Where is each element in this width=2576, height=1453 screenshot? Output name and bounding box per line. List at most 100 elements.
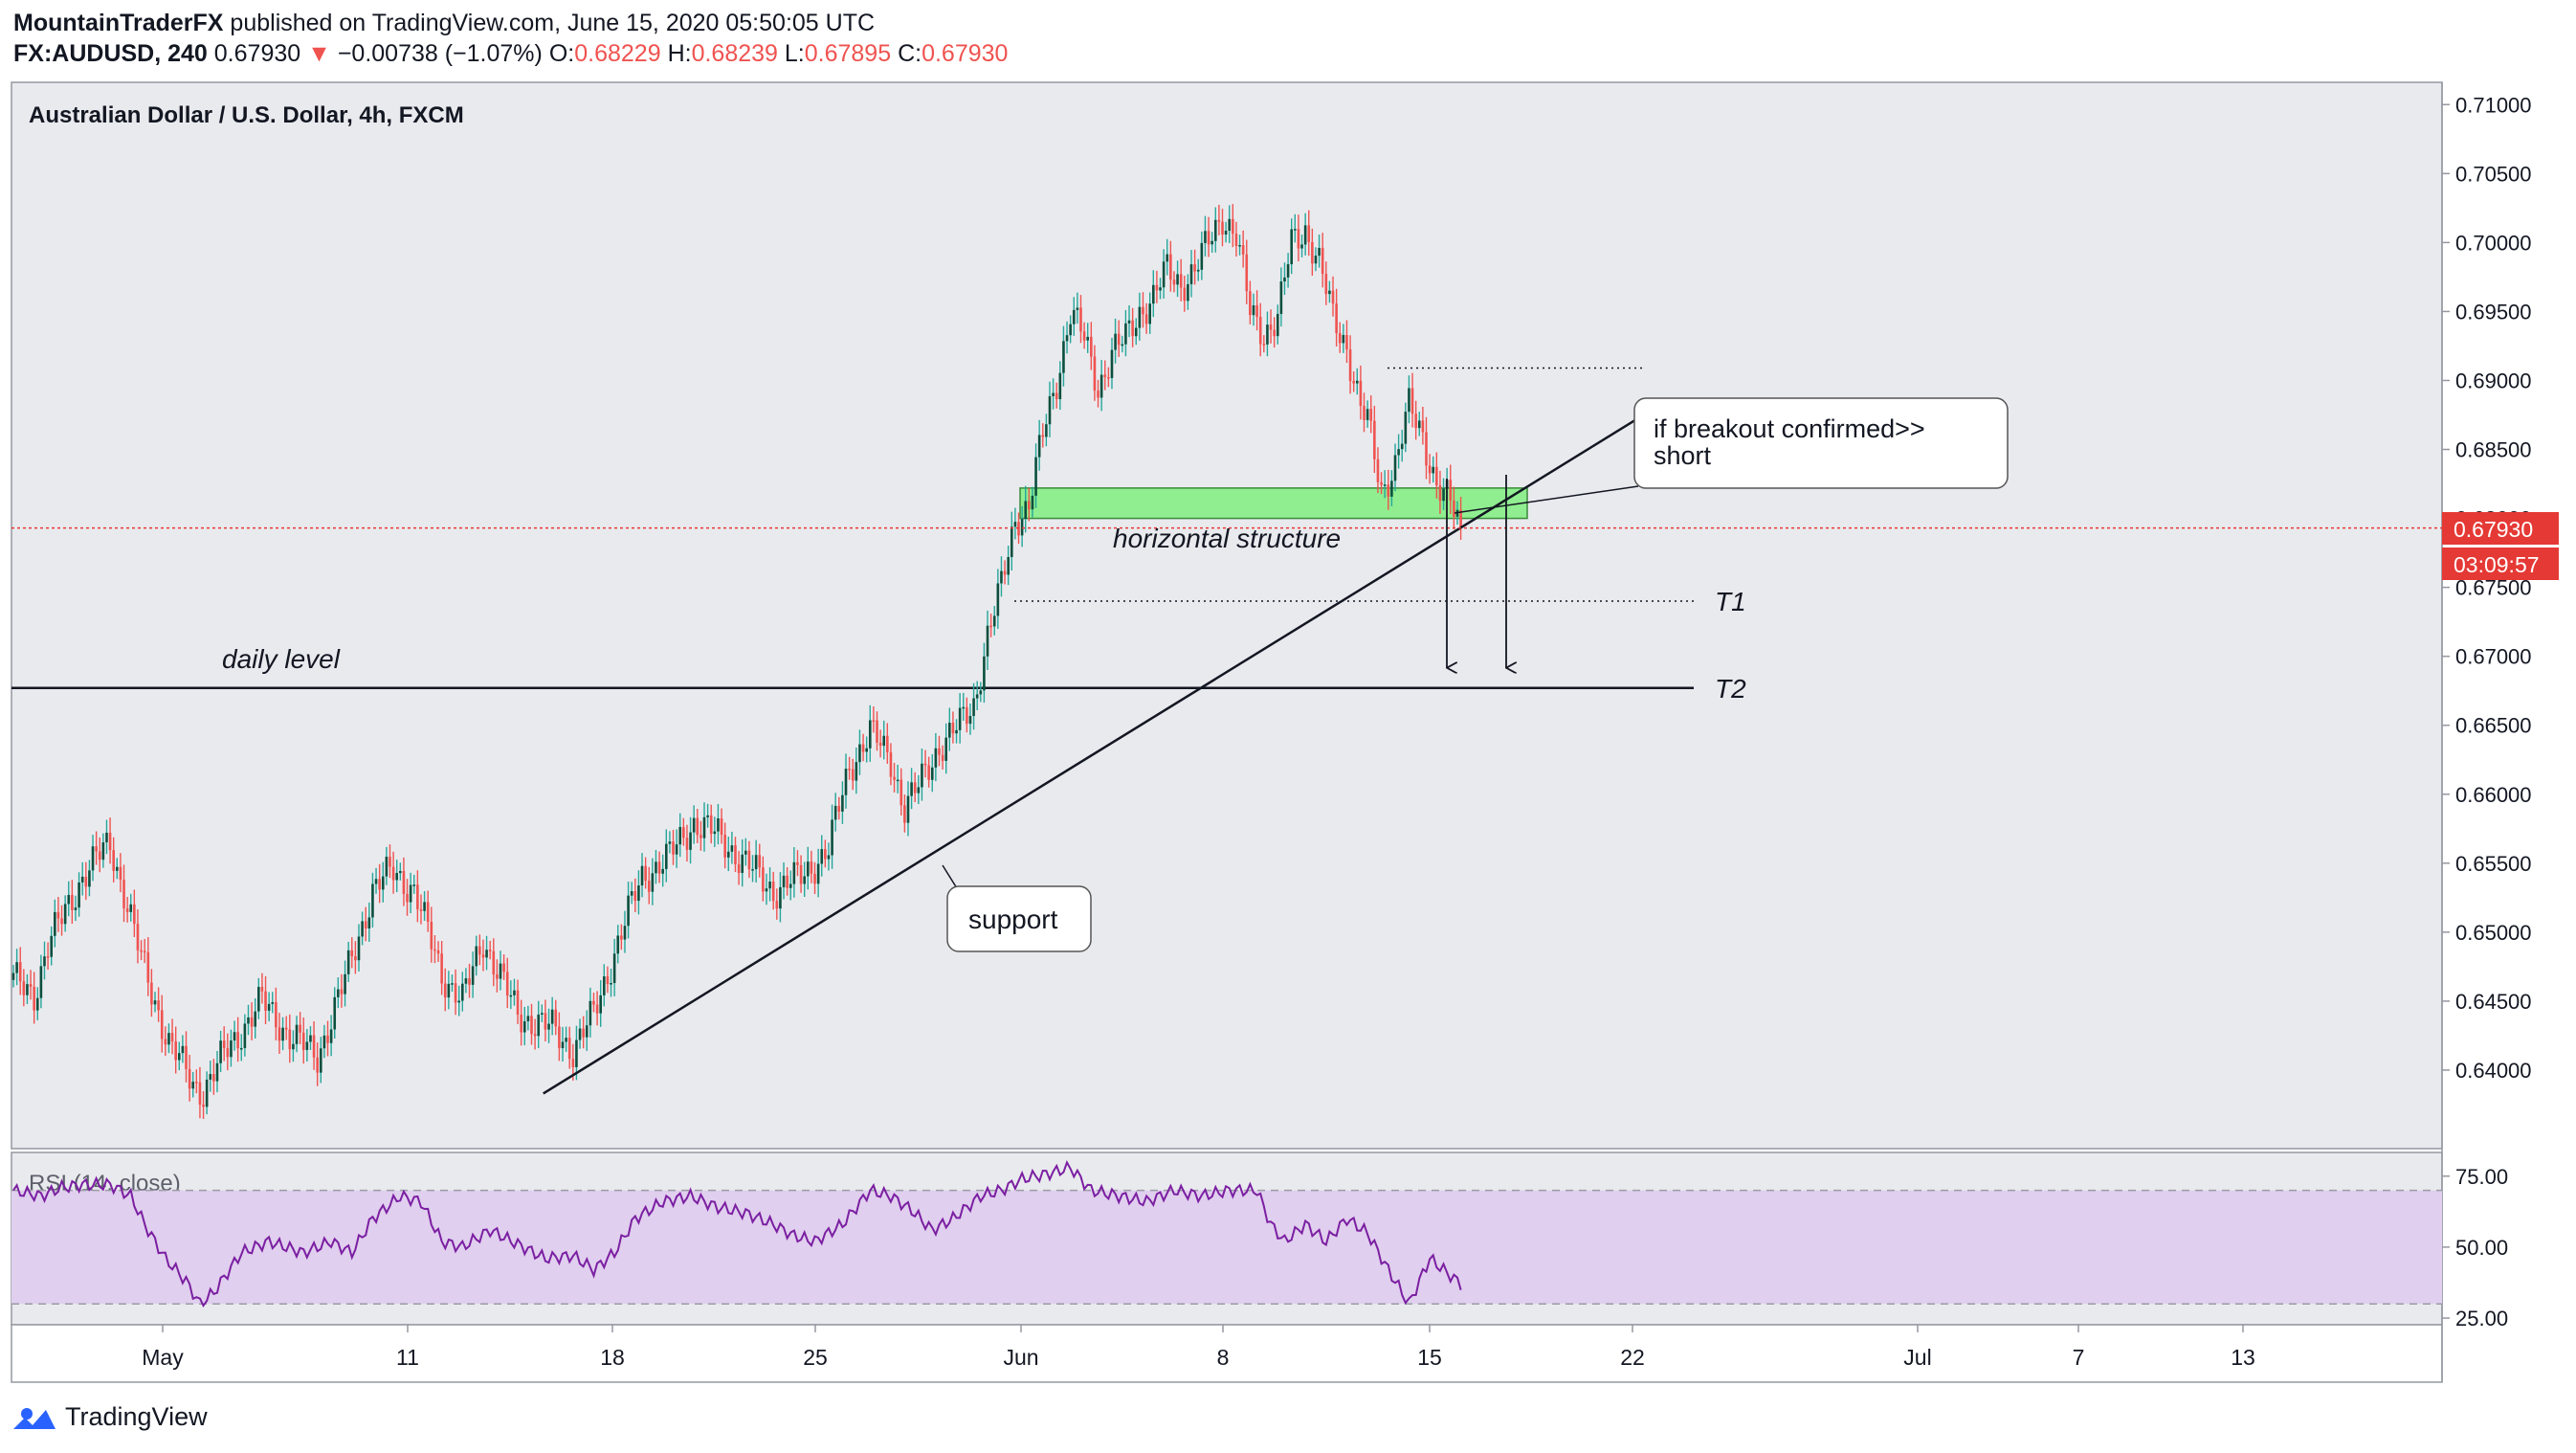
rsi-axis[interactable]: 75.00 50.00 25.00 bbox=[2442, 1165, 2508, 1330]
candle-body bbox=[1262, 344, 1266, 346]
candle-body bbox=[312, 1035, 316, 1058]
candle-body bbox=[488, 950, 492, 951]
candle-body bbox=[1286, 264, 1290, 278]
candle-body bbox=[1224, 231, 1228, 235]
current-price-badge bbox=[2442, 512, 2559, 545]
candle-body bbox=[1000, 570, 1003, 584]
candle-body bbox=[475, 946, 478, 967]
candle-body bbox=[278, 1027, 281, 1041]
candle-body bbox=[1144, 314, 1148, 324]
candle-body bbox=[1013, 522, 1017, 527]
candle-body bbox=[357, 936, 361, 961]
candle-body bbox=[219, 1040, 222, 1063]
candle-body bbox=[893, 776, 896, 780]
callout-support[interactable]: support bbox=[942, 864, 1092, 952]
candle-body bbox=[1159, 287, 1162, 291]
support-trendline[interactable] bbox=[543, 410, 1652, 1095]
candle-body bbox=[792, 861, 796, 884]
candle-body bbox=[1172, 279, 1176, 285]
candle-body bbox=[567, 1038, 571, 1060]
rsi-band bbox=[11, 1190, 2442, 1305]
candle-body bbox=[1196, 269, 1200, 272]
countdown-text: 03:09:57 bbox=[2454, 552, 2540, 577]
candle-body bbox=[588, 1000, 592, 1026]
main-pane[interactable] bbox=[11, 81, 2443, 1150]
support-label: support bbox=[968, 905, 1058, 934]
candle-body bbox=[992, 615, 996, 627]
candle-body bbox=[78, 882, 80, 908]
candle-body bbox=[844, 769, 848, 795]
candle-body bbox=[395, 873, 399, 881]
candle-body bbox=[95, 846, 98, 852]
candle-body bbox=[399, 870, 402, 874]
publisher-name[interactable]: MountainTraderFX bbox=[13, 10, 224, 36]
candle-body bbox=[1207, 231, 1210, 245]
candle-body bbox=[786, 875, 788, 888]
tradingview-logo[interactable]: TradingView bbox=[11, 1402, 208, 1432]
candle-body bbox=[661, 868, 664, 874]
candle-body bbox=[771, 881, 775, 902]
candle-body bbox=[831, 819, 833, 856]
time-axis[interactable] bbox=[11, 1324, 2443, 1383]
candle-body bbox=[876, 720, 878, 743]
candle-body bbox=[67, 894, 71, 905]
candle-body bbox=[1072, 309, 1076, 324]
candle-body bbox=[1041, 435, 1045, 437]
candle-body bbox=[533, 1034, 537, 1037]
price-tick-label: 0.70500 bbox=[2455, 162, 2532, 186]
callout-line2: short bbox=[1654, 441, 1712, 470]
candle-body bbox=[485, 950, 488, 958]
candle-body bbox=[855, 762, 858, 781]
candle-body bbox=[1428, 465, 1432, 474]
candle-body bbox=[934, 748, 938, 768]
candle-body bbox=[26, 984, 29, 995]
price-axis[interactable]: 0.71000 0.70500 0.70000 0.69500 0.69000 0.685… bbox=[2442, 93, 2532, 1083]
candle-body bbox=[620, 935, 623, 940]
candle-body bbox=[15, 962, 18, 973]
symbol-ohlc-line: FX:AUDUSD, 240 0.67930 ▼ −0.00738 (−1.07… bbox=[13, 40, 1008, 68]
candle-body bbox=[1097, 391, 1099, 398]
time-tick-label: 25 bbox=[803, 1345, 828, 1370]
candle-body bbox=[962, 706, 966, 709]
candle-body bbox=[513, 990, 516, 995]
candle-body bbox=[1193, 264, 1196, 272]
candle-body bbox=[1373, 420, 1376, 459]
candle-body bbox=[741, 854, 744, 873]
candle-body bbox=[60, 918, 63, 925]
candle-body bbox=[340, 989, 344, 995]
candle-body bbox=[996, 583, 1000, 616]
symbol-label[interactable]: FX:AUDUSD, 240 bbox=[13, 40, 208, 67]
candle-body bbox=[1393, 455, 1397, 481]
candle-body bbox=[1086, 336, 1090, 341]
candle-body bbox=[1342, 335, 1345, 344]
candle-body bbox=[796, 861, 799, 865]
candle-body bbox=[975, 694, 979, 699]
candle-body bbox=[1037, 435, 1041, 458]
candle-body bbox=[989, 625, 992, 628]
candle-body bbox=[1449, 480, 1453, 501]
candle-body bbox=[592, 1000, 595, 1005]
candle-body bbox=[848, 769, 851, 771]
candle-body bbox=[762, 867, 765, 892]
open-value: 0.68229 bbox=[574, 40, 661, 67]
candle-body bbox=[509, 995, 513, 997]
candle-body bbox=[858, 744, 861, 763]
candle-body bbox=[329, 1029, 333, 1043]
candle-body bbox=[558, 1026, 561, 1049]
candle-body bbox=[98, 851, 101, 861]
rsi-tick-label: 50.00 bbox=[2455, 1236, 2508, 1260]
candle-body bbox=[419, 908, 423, 911]
candle-body bbox=[807, 861, 810, 877]
candle-body bbox=[1055, 392, 1058, 400]
candle-body bbox=[810, 861, 813, 874]
candle-body bbox=[1408, 388, 1410, 413]
candle-body bbox=[633, 891, 637, 902]
candle-body bbox=[903, 805, 906, 823]
callout-short[interactable]: if breakout confirmed>> short bbox=[1454, 397, 2009, 514]
candle-body bbox=[170, 1033, 174, 1042]
candle-body bbox=[696, 817, 700, 836]
candle-body bbox=[637, 885, 640, 902]
candle-body bbox=[1435, 466, 1438, 486]
candle-body bbox=[938, 748, 941, 755]
